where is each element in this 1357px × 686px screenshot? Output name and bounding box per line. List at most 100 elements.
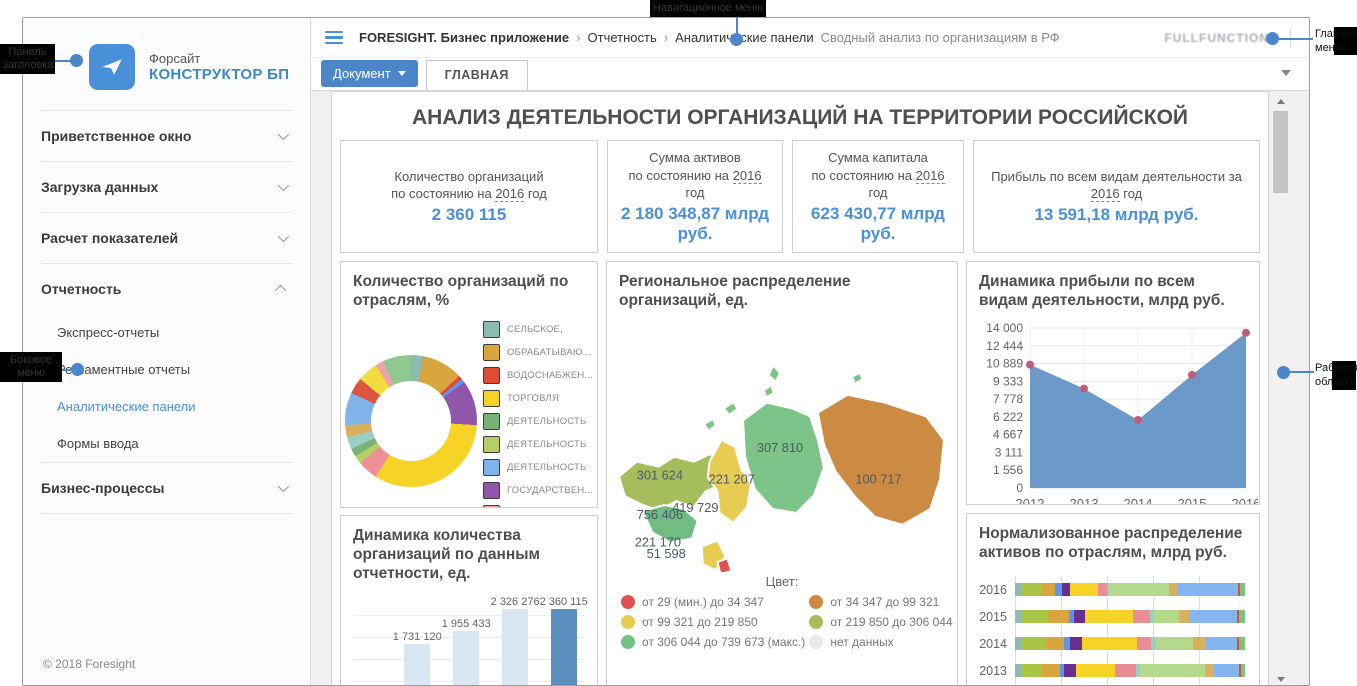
bar-segment [1169,583,1178,597]
hamburger-menu-icon[interactable] [325,30,343,45]
legend-swatch [483,435,500,453]
breadcrumb-link[interactable]: Аналитические панели [675,30,814,45]
user-menu[interactable]: FULLFUNCTIONS [1164,30,1278,45]
kpi-year-param[interactable]: 2016 [1090,186,1120,203]
breadcrumb-link[interactable]: FORESIGHT. Бизнес приложение [359,30,570,45]
stacked-bar[interactable] [1015,583,1245,597]
bar[interactable] [453,630,480,685]
bar-segment [1179,610,1189,624]
sidebar-item-1[interactable]: Приветственное окно [23,111,310,161]
stacked-bar[interactable] [1015,637,1245,651]
sidebar-item-5[interactable]: Бизнес-процессы [23,463,310,513]
map-region-5[interactable] [816,394,946,527]
sidebar-item-2[interactable]: Загрузка данных [23,162,310,212]
callout-line [55,60,71,62]
bar[interactable] [404,643,431,685]
legend-color-dot [621,635,635,650]
legend-label: от 219 850 до 306 044 [830,615,953,630]
map-legend-item: нет данных [809,635,952,650]
sidebar-subitem[interactable]: Формы ввода [57,436,139,451]
area-chart-card: Динамика прибыли по всем видам деятельно… [966,260,1260,505]
tab-glavnaya[interactable]: ГЛАВНАЯ [425,60,528,90]
breadcrumb-link[interactable]: Отчетность [587,30,657,45]
legend-label: ТОРГОВЛЯ [507,392,560,404]
stacked-row-2014 [1015,630,1245,657]
sidebar-subitem[interactable]: Аналитические панели [57,399,196,414]
bar-segment [1097,583,1107,597]
scrollbar-thumb[interactable] [1273,111,1288,193]
legend-item: ДЕЯТЕЛЬНОСТЬ [483,458,596,476]
stacked-chart-card: Нормализованное распределение активов по… [966,512,1260,685]
bar-column: 1 731 120 [393,596,442,685]
bar[interactable] [502,608,529,685]
stacked-bar[interactable] [1015,610,1245,624]
bar-segment [1015,664,1021,678]
legend-swatch [483,389,500,407]
map-region-3[interactable] [706,439,753,525]
bar-segment [1081,637,1137,651]
breadcrumb-separator: › [663,30,669,45]
map-value-label: 100 717 [855,472,901,487]
dashboard-panel: АНАЛИЗ ДЕЯТЕЛЬНОСТИ ОРГАНИЗАЦИЙ НА ТЕРРИ… [331,91,1269,685]
callout-nav-menu: Навигационное меню [650,0,766,18]
callout-header-panel: Панель заголовка [0,44,55,75]
legend-swatch [483,366,500,384]
legend-color-dot [809,615,824,630]
map-region-7[interactable] [716,557,733,573]
data-point[interactable] [1026,360,1034,369]
data-point[interactable] [1134,416,1142,425]
bar-segment [1015,610,1021,624]
app-logo[interactable]: Форсайт КОНСТРУКТОР БП [23,18,310,110]
bar-segment [1204,664,1214,678]
bar-segment [1150,637,1157,651]
chart-title: Региональное распределение организаций, … [619,272,851,310]
bar-segment [1109,583,1170,597]
scroll-up-arrow[interactable] [1271,93,1290,109]
sidebar-item-4[interactable]: Отчетность [23,264,310,314]
bar-segment [1020,583,1042,597]
stacked-chart-y-labels: 20162015201420132012 [973,576,1015,685]
map-region-2[interactable] [641,504,699,544]
y-tick-label: 9 333 [993,375,1023,389]
x-tick-label: 2014 [1124,496,1153,504]
kpi-value: 2 360 115 [431,204,507,224]
legend-color-dot [621,615,635,630]
bar-segment [1046,637,1065,651]
data-point[interactable] [1080,384,1088,393]
area-series [1030,333,1246,489]
collapse-caret-icon[interactable] [1281,70,1291,76]
stacked-bar[interactable] [1015,664,1245,678]
callout-label: Боковое меню [0,352,62,383]
map-value-label: 51 598 [647,547,686,562]
callout-redaction [1332,361,1356,390]
breadcrumb-current: Сводный анализ по организациям в РФ [820,30,1060,45]
legend-label: от 29 (мин.) до 34 347 [642,595,764,610]
legend-color-dot [809,635,824,650]
bar-segment [1020,610,1049,624]
data-point[interactable] [1188,371,1196,380]
divider [41,110,292,111]
sidebar-subitem[interactable]: Регламентные отчеты [57,362,191,377]
bar-segment [1070,637,1082,651]
bar[interactable] [550,608,577,685]
sidebar-subitem[interactable]: Экспресс-отчеты [57,325,160,340]
kpi-year-param[interactable]: 2016 [732,167,762,184]
bar-segment [1048,610,1070,624]
kpi-year-param[interactable]: 2016 [495,186,525,203]
kpi-year-param[interactable]: 2016 [915,167,945,184]
y-tick-label: 2013 [979,663,1007,678]
data-point[interactable] [1242,329,1250,338]
divider [1290,28,1291,47]
sidebar-item-label: Загрузка данных [41,179,159,195]
map-region-4[interactable] [742,401,825,515]
breadcrumb-separator: › [576,30,581,45]
scroll-down-arrow[interactable] [1271,671,1290,685]
bar-segment [1240,583,1245,597]
sidebar-item-3[interactable]: Расчет показателей [23,213,310,263]
vertical-scrollbar[interactable] [1271,93,1290,685]
bar-segment [1177,583,1239,597]
bar-segment [1064,637,1071,651]
donut-legend: СЕЛЬСКОЕ, ОБРАБАТЫВАЮ... ВОДОСНАБЖЕН... ТОР… [483,320,596,507]
document-button[interactable]: Документ [321,60,418,87]
